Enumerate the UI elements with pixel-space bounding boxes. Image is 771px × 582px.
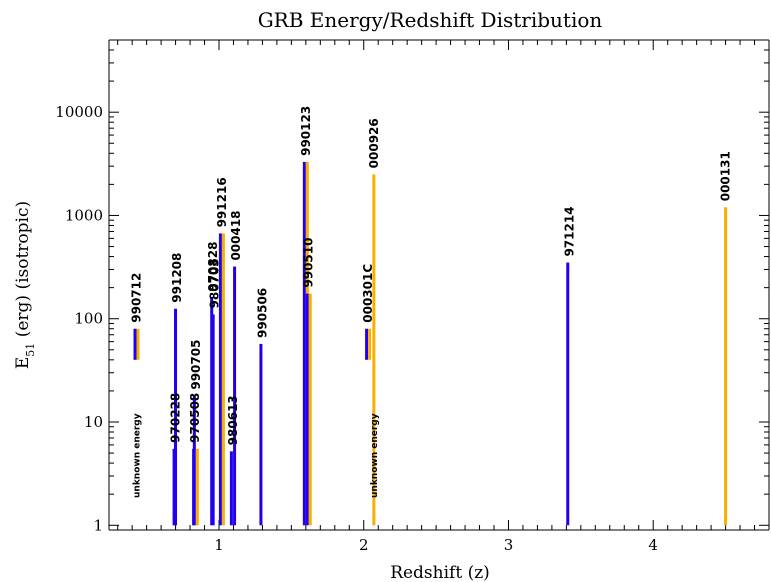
burst-label-970828: 970828 — [206, 242, 220, 292]
y-tick-label: 1 — [93, 516, 103, 534]
bar-orange-000926 — [372, 174, 376, 526]
burst-labels: 990712 unknown energy 970228 991208 970508 99… — [130, 106, 733, 498]
burst-label-000926: 000926 — [367, 118, 381, 168]
bar-blue-991208 — [174, 308, 178, 526]
burst-label-990712: 990712 — [130, 273, 144, 323]
bar-orange-991216 — [221, 233, 225, 526]
x-axis-label: Redshift (z) — [390, 563, 490, 582]
x-tick-label: 3 — [504, 536, 514, 554]
bar-blue-990510 — [305, 293, 309, 526]
bar-blue-990712 — [133, 328, 137, 360]
burst-label-970508: 970508 — [188, 393, 202, 443]
bar-blue-000418 — [233, 266, 237, 526]
bar-orange-000131 — [724, 207, 728, 526]
burst-label-991216: 991216 — [215, 177, 229, 227]
data-bars — [133, 161, 728, 526]
y-tick-label: 100 — [74, 310, 103, 328]
bar-blue-971214 — [566, 262, 570, 526]
burst-label-980703: 980703 — [208, 258, 222, 308]
burst-label-990705: 990705 — [189, 340, 203, 390]
burst-label-000131: 000131 — [719, 151, 733, 201]
note-label-990712: unknown energy — [133, 413, 143, 498]
burst-label-970228: 970228 — [169, 393, 183, 443]
bar-orange-000301C — [368, 328, 372, 360]
burst-label-971214: 971214 — [562, 206, 576, 256]
axis-ticks: 1 2 3 4 1 10 100 1000 10000 — [55, 39, 770, 554]
bar-orange-990712 — [136, 328, 140, 360]
burst-label-991208: 991208 — [170, 253, 184, 303]
bar-blue-980613 — [229, 451, 233, 526]
burst-label-990506: 990506 — [255, 288, 269, 338]
y-tick-label: 10 — [84, 413, 103, 431]
burst-label-990510: 990510 — [302, 238, 316, 288]
bar-blue-991216 — [218, 233, 222, 526]
y-tick-label: 1000 — [65, 206, 103, 224]
bar-blue-980703 — [211, 314, 215, 526]
y-axis-label: E51 (erg) (isotropic) — [13, 201, 37, 369]
bar-orange-990510 — [308, 293, 312, 526]
y-axis-label-rest: (erg) (isotropic) — [13, 201, 33, 343]
burst-label-000301C: 000301C — [361, 264, 375, 323]
burst-label-000418: 000418 — [229, 210, 243, 260]
y-tick-label: 10000 — [55, 103, 103, 121]
burst-label-980613: 980613 — [226, 395, 240, 445]
bar-blue-000301C — [365, 328, 369, 360]
y-axis-label-main: E — [13, 357, 33, 369]
note-label-000926: unknown energy — [370, 413, 380, 498]
bar-blue-990506 — [259, 343, 263, 526]
y-axis-label-sub: 51 — [24, 343, 37, 357]
bar-blue-990123 — [302, 161, 306, 526]
bar-orange-990705 — [195, 448, 199, 526]
chart-title: GRB Energy/Redshift Distribution — [258, 8, 603, 32]
burst-label-990123: 990123 — [299, 106, 313, 156]
x-tick-label: 2 — [359, 536, 369, 554]
bar-blue-990705 — [192, 395, 196, 526]
x-tick-label: 4 — [648, 536, 658, 554]
x-tick-label: 1 — [214, 536, 224, 554]
